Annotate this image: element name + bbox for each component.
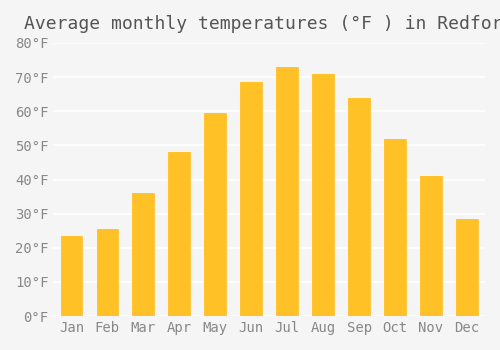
Bar [170, 152, 189, 316]
Bar [386, 139, 405, 316]
Bar [456, 219, 478, 316]
Bar [134, 193, 153, 316]
Bar [276, 67, 298, 316]
Bar [456, 219, 478, 316]
Bar [384, 139, 406, 316]
Bar [204, 113, 226, 316]
Bar [458, 219, 476, 316]
Bar [314, 74, 333, 316]
Bar [420, 176, 442, 316]
Bar [422, 176, 441, 316]
Bar [348, 98, 370, 316]
Bar [98, 229, 117, 316]
Bar [168, 152, 190, 316]
Bar [96, 229, 118, 316]
Bar [312, 74, 334, 316]
Bar [62, 236, 81, 316]
Bar [348, 98, 370, 316]
Bar [204, 113, 226, 316]
Bar [60, 236, 82, 316]
Bar [240, 82, 262, 316]
Bar [132, 193, 154, 316]
Bar [276, 67, 298, 316]
Bar [350, 98, 369, 316]
Bar [96, 229, 118, 316]
Bar [168, 152, 190, 316]
Bar [240, 82, 262, 316]
Bar [384, 139, 406, 316]
Bar [242, 82, 261, 316]
Bar [278, 67, 297, 316]
Bar [206, 113, 225, 316]
Bar [420, 176, 442, 316]
Title: Average monthly temperatures (°F ) in Redford: Average monthly temperatures (°F ) in Re… [24, 15, 500, 33]
Bar [312, 74, 334, 316]
Bar [60, 236, 82, 316]
Bar [132, 193, 154, 316]
